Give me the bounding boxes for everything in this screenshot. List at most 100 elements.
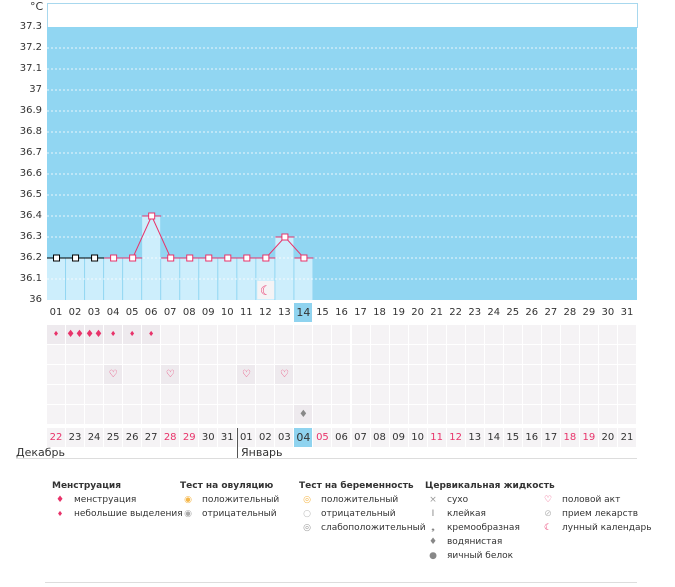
day-number[interactable]: 19 [392, 307, 405, 318]
date-cell[interactable]: 21 [617, 428, 636, 447]
day-number[interactable]: 11 [239, 307, 253, 318]
symbol-row [47, 345, 637, 365]
date-cell[interactable]: 09 [389, 428, 408, 447]
day-number[interactable]: 01 [49, 307, 63, 318]
symbol-cell [47, 345, 65, 364]
symbol-cell [180, 325, 199, 344]
day-number[interactable]: 05 [125, 307, 139, 318]
symbol-cell [389, 345, 408, 364]
date-cell[interactable]: 25 [104, 428, 123, 447]
symbol-cell [465, 345, 484, 364]
y-tick-label: 36.1 [19, 273, 42, 284]
day-number[interactable]: 20 [411, 307, 424, 318]
month-january: Январь [241, 446, 283, 459]
egg-white-icon: ● [429, 551, 437, 561]
symbol-cell [522, 345, 541, 364]
day-number[interactable]: 12 [258, 307, 272, 318]
symbol-cell [313, 345, 332, 364]
date-cell[interactable]: 17 [541, 428, 560, 447]
symbol-cell [389, 325, 408, 344]
symbol-cell [85, 385, 104, 404]
day-number[interactable]: 28 [563, 307, 577, 318]
day-number[interactable]: 23 [468, 307, 482, 318]
date-cell[interactable]: 06 [332, 428, 351, 447]
date-cell[interactable]: 08 [370, 428, 389, 447]
symbol-row: ♡ ♡ ♡ ♡ [47, 365, 637, 385]
symbol-cell [85, 365, 104, 384]
date-cell[interactable]: 11 [427, 428, 446, 447]
date-cell[interactable]: 07 [351, 428, 370, 447]
temperature-point [110, 254, 118, 262]
symbol-cell [351, 325, 370, 344]
day-number[interactable]: 07 [163, 307, 177, 318]
temperature-point [91, 254, 99, 262]
date-cell[interactable]: 02 [256, 428, 275, 447]
date-cell[interactable]: 18 [560, 428, 579, 447]
day-number[interactable]: 04 [106, 307, 120, 318]
day-number[interactable]: 06 [144, 307, 158, 318]
y-tick-label: 36.3 [19, 231, 42, 242]
moon-cell [257, 281, 275, 299]
date-cell[interactable]: 13 [465, 428, 484, 447]
symbol-cell [218, 325, 237, 344]
date-cell[interactable]: 20 [598, 428, 617, 447]
symbol-cell [503, 385, 522, 404]
day-number[interactable]: 16 [335, 307, 348, 318]
day-number[interactable]: 08 [182, 307, 196, 318]
day-number[interactable]: 10 [220, 307, 234, 318]
day-number[interactable]: 24 [487, 307, 501, 318]
date-cell[interactable]: 19 [579, 428, 598, 447]
date-cell[interactable]: 05 [313, 428, 332, 447]
date-cell[interactable]: 23 [66, 428, 85, 447]
menstruation-icon: ♦ [47, 325, 65, 344]
date-cell[interactable]: 01 [237, 428, 256, 447]
date-cell[interactable]: 22 [47, 428, 65, 447]
symbol-cell [465, 325, 484, 344]
day-number[interactable]: 09 [201, 307, 215, 318]
date-cell[interactable]: 26 [123, 428, 142, 447]
date-cell[interactable]: 28 [161, 428, 180, 447]
symbol-cell [503, 325, 522, 344]
day-number[interactable]: 02 [68, 307, 82, 318]
date-cell[interactable]: 04 [294, 428, 313, 447]
watery-icon: ♦ [294, 405, 313, 424]
day-number[interactable]: 31 [620, 307, 634, 318]
date-cell[interactable]: 31 [218, 428, 237, 447]
date-cell[interactable]: 14 [484, 428, 503, 447]
day-number[interactable]: 21 [430, 307, 443, 318]
day-number[interactable]: 25 [506, 307, 520, 318]
symbol-cell [560, 405, 579, 424]
day-number[interactable]: 22 [449, 307, 463, 318]
symbol-cell [142, 405, 161, 424]
day-number[interactable]: 29 [582, 307, 596, 318]
day-number[interactable]: 30 [601, 307, 615, 318]
day-number[interactable]: 18 [373, 307, 386, 318]
day-number[interactable]: 03 [87, 307, 101, 318]
symbol-cell [503, 365, 522, 384]
y-tick-label: 36 [29, 294, 42, 305]
date-cell[interactable]: 10 [408, 428, 427, 447]
day-number[interactable]: 17 [354, 307, 367, 318]
date-cell[interactable]: 15 [503, 428, 522, 447]
date-cell[interactable]: 24 [85, 428, 104, 447]
symbol-cell [446, 345, 465, 364]
date-cell[interactable]: 29 [180, 428, 199, 447]
temperature-point [53, 254, 61, 262]
moon-icon: ☾ [543, 523, 553, 533]
date-cell[interactable]: 27 [142, 428, 161, 447]
date-cell[interactable]: 16 [522, 428, 541, 447]
menstruation-icon: ♦ [123, 325, 142, 344]
menstruation-icon: ♦ [104, 325, 123, 344]
day-number[interactable]: 14 [294, 303, 313, 322]
date-cell[interactable]: 12 [446, 428, 465, 447]
day-number[interactable]: 13 [278, 307, 291, 318]
symbol-cell [180, 345, 199, 364]
day-number[interactable]: 15 [316, 307, 329, 318]
symbol-cell [237, 405, 256, 424]
symbol-cell [313, 385, 332, 404]
date-cell[interactable]: 03 [275, 428, 294, 447]
day-number[interactable]: 27 [544, 307, 558, 318]
date-cell[interactable]: 30 [199, 428, 218, 447]
day-number[interactable]: 26 [525, 307, 539, 318]
symbol-cell [218, 365, 237, 384]
